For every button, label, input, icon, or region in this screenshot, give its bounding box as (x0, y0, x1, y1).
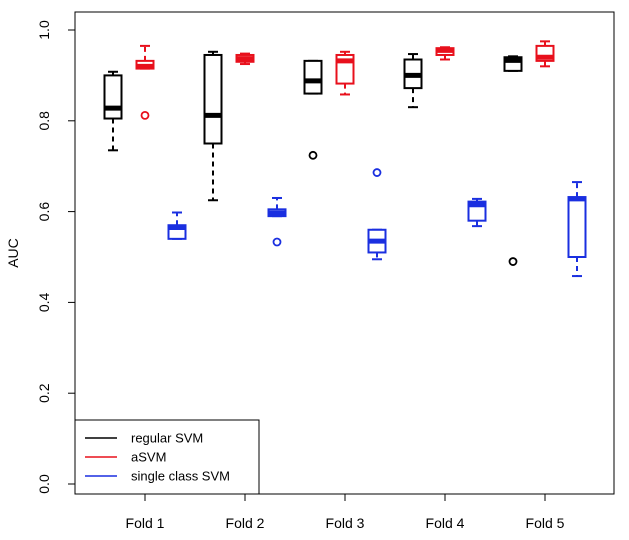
box (467, 197, 487, 228)
box (303, 59, 323, 160)
legend-label: regular SVM (131, 431, 203, 446)
x-tick-label: Fold 5 (526, 515, 565, 531)
box (503, 55, 523, 266)
box (103, 70, 123, 152)
boxes-layer (103, 40, 587, 278)
box (335, 50, 355, 96)
y-tick-label: 0.8 (36, 111, 52, 131)
x-tick-label: Fold 1 (126, 515, 165, 531)
x-tick-label: Fold 3 (326, 515, 365, 531)
series-regular-svm (103, 50, 523, 266)
box (367, 168, 387, 261)
box (267, 196, 287, 247)
outlier-point (308, 150, 318, 160)
legend-label: single class SVM (131, 469, 230, 484)
box (203, 50, 223, 202)
legend: regular SVM aSVM single class SVM (74, 419, 260, 495)
x-tick-label: Fold 2 (226, 515, 265, 531)
outlier-point (272, 237, 282, 247)
y-axis: 0.0 0.2 0.4 0.6 0.8 1.0 (36, 20, 75, 494)
y-tick-label: 0.4 (36, 292, 52, 312)
x-axis: Fold 1 Fold 2 Fold 3 Fold 4 Fold 5 (126, 494, 565, 531)
legend-label: aSVM (131, 450, 166, 465)
x-tick-label: Fold 4 (426, 515, 465, 531)
box (535, 40, 555, 68)
outlier-point (372, 168, 382, 177)
y-axis-title: AUC (5, 238, 21, 268)
box (567, 181, 587, 278)
outlier-point (508, 257, 518, 266)
box-body (203, 53, 223, 145)
box-body (567, 196, 587, 259)
y-tick-label: 0.0 (36, 474, 52, 494)
box-body (103, 74, 123, 120)
box (167, 211, 187, 240)
outlier-point (140, 110, 150, 120)
y-tick-label: 1.0 (36, 20, 52, 40)
series-single-class-svm (167, 168, 587, 278)
y-tick-label: 0.2 (36, 383, 52, 403)
box (235, 52, 255, 66)
box (135, 44, 155, 120)
box (435, 46, 455, 61)
box (403, 53, 423, 109)
y-tick-label: 0.6 (36, 202, 52, 222)
box-body (303, 59, 323, 95)
series-asvm (135, 40, 555, 120)
